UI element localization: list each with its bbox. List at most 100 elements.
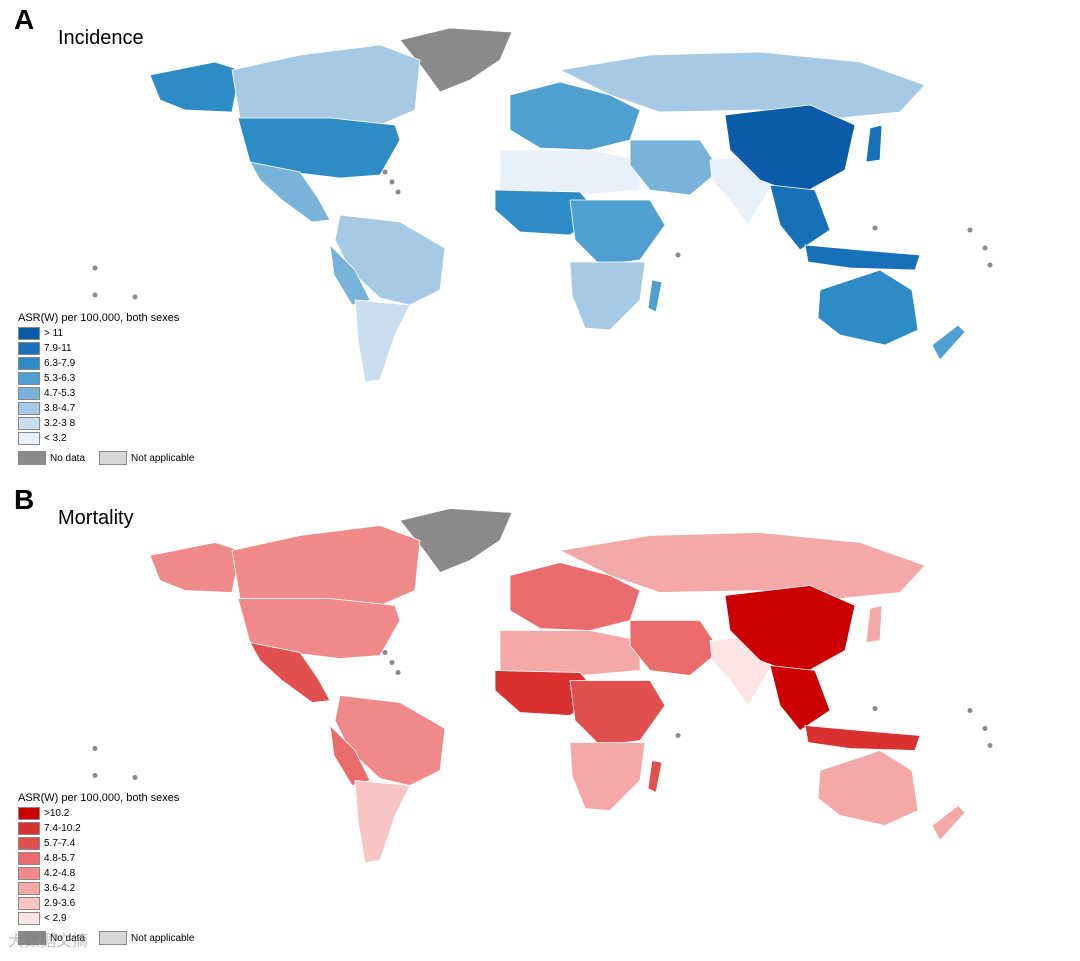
legend-item: 3.2-3 8 [18,416,208,431]
panel-title: Mortality [58,507,134,529]
legend-swatch [18,342,40,355]
region-mexico [249,641,331,703]
region-russia [558,51,926,119]
world-map [92,508,993,863]
legend-label: 4.8-5.7 [44,853,76,864]
world-map [92,27,993,383]
legend-label: < 3.2 [44,433,67,444]
legend-label: 3.6-4.2 [44,883,76,894]
legend-item: >10.2 [18,806,208,821]
region-southeast-asia [769,184,831,251]
region-china [724,104,856,196]
legend-label: 5.7-7.4 [44,838,76,849]
panel-title: Incidence [58,27,144,49]
island-marker [382,169,388,175]
region-australia [817,269,919,346]
island-marker [987,743,993,748]
region-greenland [399,27,513,93]
legend-label: 4.2-4.8 [44,868,76,879]
island-marker [389,660,395,665]
region-australia [817,750,919,826]
legend-swatch [18,387,40,400]
legend-swatch [18,897,40,910]
legend-item: 6.3-7.9 [18,356,208,371]
island-marker [92,746,98,751]
island-marker [92,265,98,271]
region-alaska [149,61,241,113]
region-indonesia [804,725,921,751]
region-central-east-africa [569,680,666,746]
region-southeast-asia [769,665,831,732]
legend-extra: No data Not applicable [18,451,208,465]
legend-item: 3.8-4.7 [18,401,208,416]
region-indonesia [804,244,921,271]
legend-no-data: No data [18,451,85,465]
no-data-swatch [18,931,46,945]
no-data-swatch [18,451,46,465]
legend-label: < 2.9 [44,913,67,924]
legend-not-applicable: Not applicable [99,451,194,465]
region-south-america-south [354,299,411,383]
legend-label: 6.3-7.9 [44,358,76,369]
region-middle-east [629,139,721,196]
region-russia [558,532,926,599]
island-marker [395,189,401,195]
island-marker [987,262,993,268]
legend-item: 5.3-6.3 [18,371,208,386]
legend-item: > 11 [18,326,208,341]
legend-no-data: No data [18,931,85,945]
region-mexico [249,161,331,223]
map-legend: ASR(W) per 100,000, both sexes >10.2 7.4-… [18,792,208,945]
legend-extra: No data Not applicable [18,931,208,945]
region-middle-east [629,620,721,676]
legend-label: > 11 [44,328,63,339]
not-applicable-label: Not applicable [131,452,195,464]
legend-swatch [18,822,40,835]
legend-item: 4.7-5.3 [18,386,208,401]
legend-swatch [18,327,40,340]
legend-label: 3.2-3 8 [44,418,76,429]
no-data-label: No data [50,932,86,944]
region-southern-africa [569,742,646,811]
legend-item: 4.2-4.8 [18,866,208,881]
region-alaska [149,542,241,593]
region-north-africa [499,630,641,676]
legend-swatch [18,837,40,850]
legend-label: 4.7-5.3 [44,388,76,399]
no-data-label: No data [50,452,86,464]
legend-swatch [18,882,40,895]
legend-not-applicable: Not applicable [99,931,194,945]
region-south-america-south [354,780,411,863]
region-southern-africa [569,261,646,331]
incidence-map-panel: A Incidence [0,0,1080,480]
legend-swatch [18,357,40,370]
not-applicable-swatch [99,931,128,945]
legend-item: 7.9-11 [18,341,208,356]
mortality-map-panel: B Mortality [0,480,1080,961]
legend-item: 5.7-7.4 [18,836,208,851]
region-china [724,585,856,676]
legend-title: ASR(W) per 100,000, both sexes [18,312,180,324]
island-marker [982,245,988,251]
island-marker [132,775,138,780]
legend-item: 4.8-5.7 [18,851,208,866]
island-marker [675,733,681,738]
legend-swatch [18,417,40,430]
legend-title: ASR(W) per 100,000, both sexes [18,792,180,804]
island-marker [389,179,395,185]
region-canada [231,44,421,126]
region-new-zealand [931,804,966,842]
region-north-africa [499,149,641,196]
island-marker [132,294,138,300]
legend-item: < 2.9 [18,911,208,926]
legend-label: 5.3-6.3 [44,373,76,384]
not-applicable-swatch [99,451,128,465]
region-japan [865,124,883,163]
island-marker [967,227,973,233]
legend-swatch [18,867,40,880]
legend-rows: >10.2 7.4-10.2 5.7-7.4 4.8-5.7 4.2-4.8 3.6-4.… [18,806,208,926]
legend-swatch [18,807,40,820]
legend-swatch [18,402,40,415]
region-greenland [399,508,513,573]
legend-label: >10.2 [44,808,70,819]
